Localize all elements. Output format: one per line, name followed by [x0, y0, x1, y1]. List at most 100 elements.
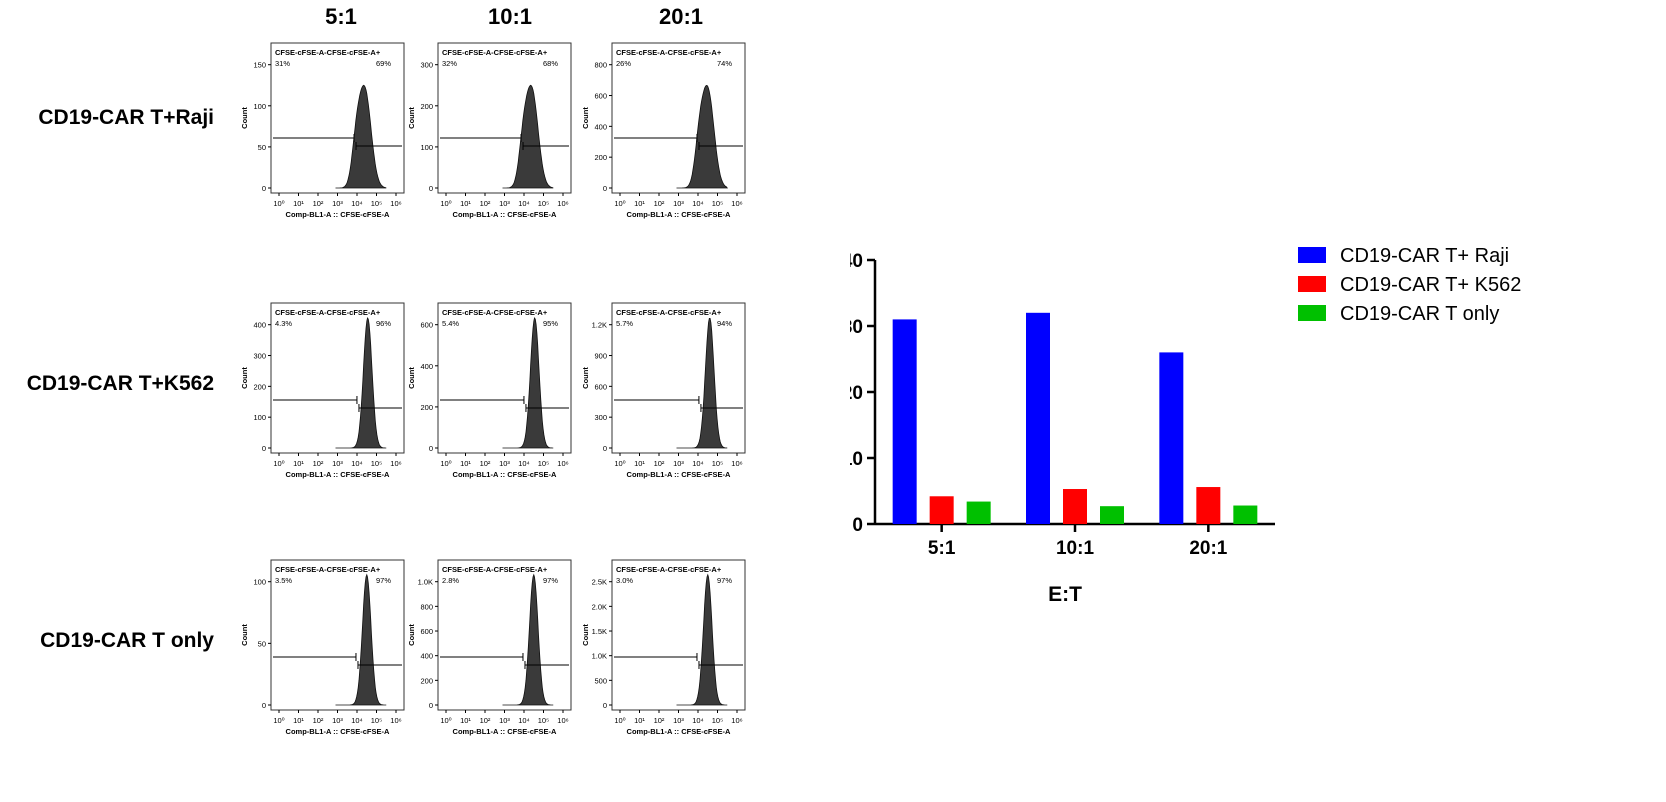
x-tick-label: 10⁰ — [273, 199, 284, 208]
gate-left-percent: 5.4% — [442, 319, 459, 328]
legend-label: CD19-CAR T+ K562 — [1340, 274, 1521, 296]
gate-left-percent: 26% — [616, 59, 631, 68]
x-tick-label: 10³ — [332, 459, 343, 468]
gate-name-label: CFSE-cFSE-A-CFSE-cFSE-A+ — [442, 308, 548, 317]
x-axis-title: E:T — [1048, 583, 1082, 606]
x-tick-label: 10³ — [499, 199, 510, 208]
flow-panel-r1-c2: CFSE-cFSE-A-CFSE-cFSE-A+ 32% 68% 0 100 200 300… — [407, 42, 572, 219]
bar — [1100, 506, 1124, 524]
x-tick-label: 10⁰ — [614, 199, 625, 208]
y-tick-label: 0 — [429, 184, 433, 193]
y-tick-label: 100 — [253, 413, 266, 422]
gate-name-label: CFSE-cFSE-A-CFSE-cFSE-A+ — [442, 48, 548, 57]
x-tick-label: 10⁴ — [518, 199, 530, 208]
y-axis-label: Count — [240, 367, 249, 389]
x-axis-label: Comp-BL1-A :: CFSE-cFSE-A — [286, 470, 390, 479]
x-tick-label: 10⁰ — [614, 459, 625, 468]
y-tick-label: 0 — [262, 184, 266, 193]
x-tick-label: 10² — [480, 199, 491, 208]
x-axis-label: Comp-BL1-A :: CFSE-cFSE-A — [286, 210, 390, 219]
y-tick-label: 600 — [420, 321, 433, 330]
x-tick-label: 10² — [480, 716, 491, 725]
x-tick-label: 10⁶ — [731, 459, 742, 468]
gate-left-percent: 3.0% — [616, 576, 633, 585]
x-tick-label: 10⁰ — [440, 199, 451, 208]
x-tick-label: 10⁰ — [273, 459, 284, 468]
panel-frame — [611, 559, 746, 711]
x-tick-label: 20:1 — [1189, 538, 1227, 559]
histogram-fill — [502, 573, 554, 706]
panel-frame — [437, 42, 572, 194]
gate-left-percent: 31% — [275, 59, 290, 68]
x-tick-label: 10² — [654, 459, 665, 468]
bar — [1233, 505, 1258, 524]
y-tick-label: 50 — [258, 639, 266, 648]
x-axis-label: Comp-BL1-A :: CFSE-cFSE-A — [286, 727, 390, 736]
bar — [966, 501, 991, 524]
gate-right-percent: 95% — [543, 319, 558, 328]
x-axis-label: Comp-BL1-A :: CFSE-cFSE-A — [627, 470, 731, 479]
x-tick-label: 10⁵ — [712, 716, 723, 725]
flow-histogram-grid: CFSE-cFSE-A-CFSE-cFSE-A+ 31% 69% 0 50 100 150 C… — [240, 42, 746, 736]
flow-panel-r1-c3: CFSE-cFSE-A-CFSE-cFSE-A+ 26% 74% 0 200 400 600… — [581, 42, 746, 219]
x-tick-label: 10⁶ — [390, 199, 401, 208]
x-tick-label: 10⁴ — [692, 199, 704, 208]
gate-right-percent: 97% — [717, 576, 732, 585]
x-tick-label: 10⁴ — [351, 716, 363, 725]
gate-left-percent: 3.5% — [275, 576, 292, 585]
column-header-10-1: 10:1 — [487, 4, 533, 29]
bar — [1196, 487, 1221, 524]
bar-chart: 0102030405:110:120:1E:TProportion of pro… — [850, 245, 1521, 606]
x-tick-label: 10⁵ — [538, 716, 549, 725]
x-tick-label: 10¹ — [634, 459, 645, 468]
column-header-20-1: 20:1 — [658, 4, 704, 29]
x-axis-label: Comp-BL1-A :: CFSE-cFSE-A — [453, 727, 557, 736]
gate-right-percent: 68% — [543, 59, 558, 68]
x-tick-label: 10³ — [332, 199, 343, 208]
y-axis-label: Count — [240, 624, 249, 646]
y-tick-label: 600 — [594, 382, 607, 391]
bar — [929, 496, 954, 524]
panel-frame — [437, 302, 572, 454]
x-tick-label: 10⁵ — [712, 199, 723, 208]
y-tick-label: 100 — [253, 102, 266, 111]
flow-panel-r3-c2: CFSE-cFSE-A-CFSE-cFSE-A+ 2.8% 97% 0 200 400 60… — [407, 559, 572, 736]
gate-name-label: CFSE-cFSE-A-CFSE-cFSE-A+ — [616, 48, 722, 57]
x-axis-label: Comp-BL1-A :: CFSE-cFSE-A — [453, 470, 557, 479]
y-tick-label: 10 — [850, 449, 863, 470]
y-tick-label: 1.2K — [592, 321, 607, 330]
flow-panel-r3-c1: CFSE-cFSE-A-CFSE-cFSE-A+ 3.5% 97% 0 50 100 Cou… — [240, 559, 405, 736]
y-tick-label: 0 — [603, 444, 607, 453]
y-axis-label: Count — [407, 367, 416, 389]
x-tick-label: 10³ — [499, 716, 510, 725]
x-tick-label: 10⁶ — [557, 459, 568, 468]
y-axis-label: Count — [240, 107, 249, 129]
y-tick-label: 1.0K — [592, 652, 607, 661]
bar — [1026, 312, 1050, 524]
y-tick-label: 0 — [852, 515, 863, 536]
x-axis-label: Comp-BL1-A :: CFSE-cFSE-A — [627, 727, 731, 736]
flow-panel-r3-c3: CFSE-cFSE-A-CFSE-cFSE-A+ 3.0% 97% 0 500 1.0K 1… — [581, 559, 746, 736]
y-tick-label: 400 — [420, 362, 433, 371]
y-tick-label: 300 — [253, 352, 266, 361]
legend-label: CD19-CAR T only — [1340, 303, 1499, 325]
gate-name-label: CFSE-cFSE-A-CFSE-cFSE-A+ — [275, 48, 381, 57]
legend-swatch — [1298, 276, 1326, 292]
x-tick-label: 10¹ — [293, 199, 304, 208]
y-tick-label: 400 — [253, 321, 266, 330]
flow-panel-r2-c2: CFSE-cFSE-A-CFSE-cFSE-A+ 5.4% 95% 0 200 400 60… — [407, 302, 572, 479]
gate-left-percent: 2.8% — [442, 576, 459, 585]
y-tick-label: 150 — [253, 61, 266, 70]
y-tick-label: 20 — [850, 383, 863, 404]
y-tick-label: 200 — [253, 382, 266, 391]
histogram-fill — [676, 84, 729, 189]
x-axis-label: Comp-BL1-A :: CFSE-cFSE-A — [627, 210, 731, 219]
x-axis-label: Comp-BL1-A :: CFSE-cFSE-A — [453, 210, 557, 219]
y-tick-label: 1.0K — [418, 578, 433, 587]
y-tick-label: 100 — [420, 143, 433, 152]
y-axis-label: Count — [407, 624, 416, 646]
x-tick-label: 10¹ — [460, 459, 471, 468]
x-tick-label: 10³ — [673, 716, 684, 725]
gate-right-percent: 69% — [376, 59, 391, 68]
y-tick-label: 200 — [420, 676, 433, 685]
